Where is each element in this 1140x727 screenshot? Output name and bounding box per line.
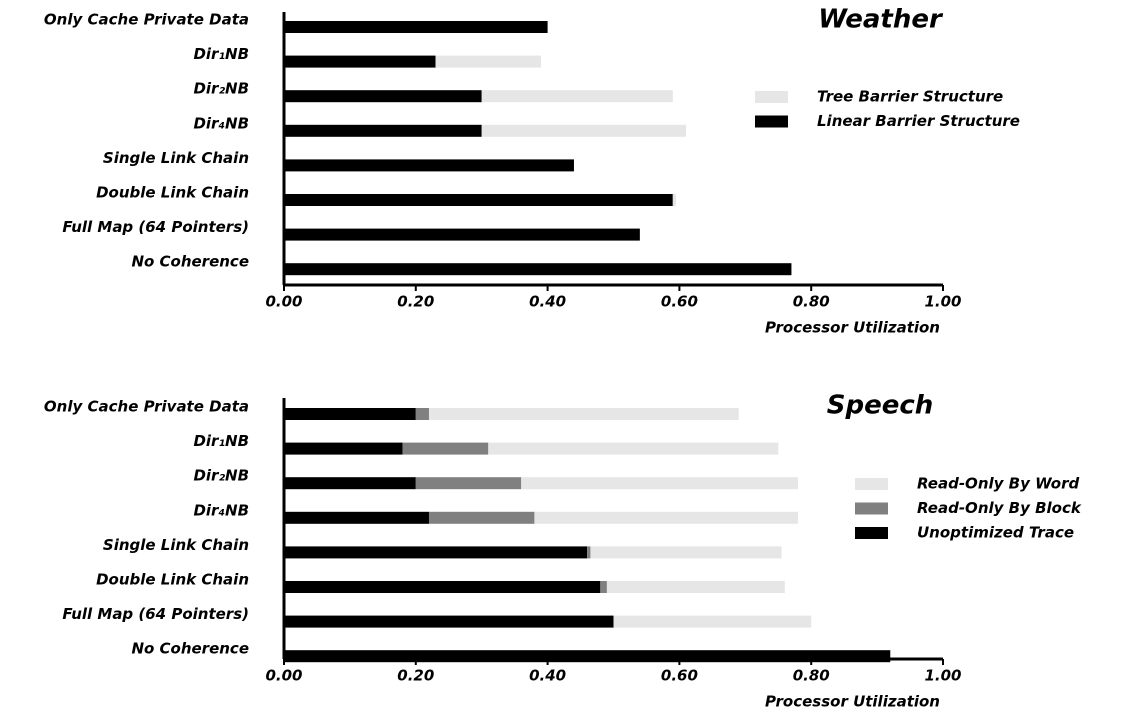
category-label: Double Link Chain xyxy=(96,571,249,589)
x-tick-label: 0.80 xyxy=(793,293,830,311)
x-tick-label: 1.00 xyxy=(924,667,961,685)
bar-segment xyxy=(415,477,522,490)
bar-segment xyxy=(284,90,482,103)
category-label: Dir₂NB xyxy=(193,80,249,98)
bar-segment xyxy=(284,21,548,33)
x-tick-label: 1.00 xyxy=(924,293,961,311)
x-axis-title: Processor Utilization xyxy=(765,319,940,337)
bar-segment xyxy=(481,124,686,137)
category-label: No Coherence xyxy=(131,253,249,271)
legend-swatch xyxy=(755,91,788,103)
bar-segment xyxy=(284,194,673,206)
legend-label: Linear Barrier Structure xyxy=(817,112,1020,130)
category-label: Dir₂NB xyxy=(193,467,249,485)
category-label: Dir₄NB xyxy=(193,114,249,132)
bar-segment xyxy=(600,581,607,593)
category-label: No Coherence xyxy=(131,640,249,658)
bar-segment xyxy=(284,615,614,628)
bar-segment xyxy=(284,408,416,420)
category-label: Full Map (64 Pointers) xyxy=(62,605,249,623)
legend-swatch xyxy=(855,502,888,515)
legend-label: Unoptimized Trace xyxy=(917,524,1074,542)
x-tick-label: 0.60 xyxy=(661,667,698,685)
bar-segment xyxy=(284,511,429,524)
bar-segment xyxy=(488,442,779,455)
bar-segment xyxy=(284,124,482,137)
x-tick-label: 0.20 xyxy=(397,667,434,685)
legend-label: Read-Only By Word xyxy=(917,475,1079,493)
bar-segment xyxy=(415,408,429,420)
chart-title: Speech xyxy=(827,391,934,421)
bar-segment xyxy=(613,615,812,628)
category-label: Dir₁NB xyxy=(193,432,249,450)
bar-segment xyxy=(521,477,799,490)
bar-segment xyxy=(606,581,785,593)
bar-segment xyxy=(284,477,416,490)
bar-segment xyxy=(428,408,739,420)
bar-segment xyxy=(284,546,588,559)
x-tick-label: 0.80 xyxy=(793,667,830,685)
bar-segment xyxy=(534,511,799,524)
legend-swatch xyxy=(855,478,888,490)
category-label: Double Link Chain xyxy=(96,184,249,202)
bar-segment xyxy=(284,228,640,241)
x-tick-label: 0.40 xyxy=(529,667,566,685)
bar-segment xyxy=(587,546,591,559)
bar-segment xyxy=(428,511,535,524)
x-tick-label: 0.40 xyxy=(529,293,566,311)
category-label: Only Cache Private Data xyxy=(44,398,249,416)
bar-segment xyxy=(672,194,677,206)
legend-label: Tree Barrier Structure xyxy=(817,88,1003,106)
bar-segment xyxy=(402,442,489,455)
bar-segment xyxy=(481,90,673,103)
bar-segment xyxy=(284,442,403,455)
bar-segment xyxy=(284,581,601,593)
x-tick-label: 0.00 xyxy=(265,667,302,685)
chart-title: Weather xyxy=(818,5,944,35)
category-label: Dir₁NB xyxy=(193,45,249,63)
x-tick-label: 0.60 xyxy=(661,293,698,311)
bar-segment xyxy=(435,55,542,68)
category-label: Dir₄NB xyxy=(193,501,249,519)
x-tick-label: 0.20 xyxy=(397,293,434,311)
legend-swatch xyxy=(855,527,888,539)
x-tick-label: 0.00 xyxy=(265,293,302,311)
legend-label: Read-Only By Block xyxy=(917,499,1082,517)
bar-segment xyxy=(284,159,574,172)
bar-segment xyxy=(590,546,782,559)
category-label: Single Link Chain xyxy=(103,536,249,554)
category-label: Full Map (64 Pointers) xyxy=(62,218,249,236)
category-label: Only Cache Private Data xyxy=(44,11,249,29)
category-label: Single Link Chain xyxy=(103,149,249,167)
bar-segment xyxy=(284,263,792,276)
x-axis-title: Processor Utilization xyxy=(765,693,940,711)
legend-swatch xyxy=(755,115,788,128)
bar-segment xyxy=(284,55,436,68)
